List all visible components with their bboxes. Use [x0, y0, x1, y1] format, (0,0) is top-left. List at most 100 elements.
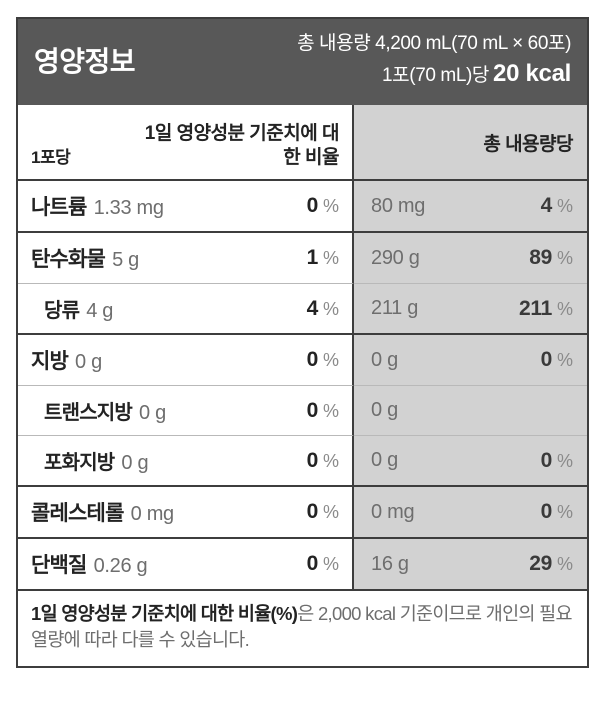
percent-symbol: %: [322, 248, 339, 268]
daily-value-number: 0: [306, 398, 319, 422]
total-content-percent-number: 0: [540, 500, 553, 523]
total-content-percent: 211%: [519, 297, 573, 321]
nutrient-amount: 0 g: [75, 351, 102, 373]
nutrient-name: 지방: [31, 350, 69, 373]
total-content-percent-symbol: %: [556, 298, 573, 319]
daily-value-number: 0: [306, 500, 319, 523]
nutrient-row: 단백질 0.26 g 0% 16 g 29%: [18, 537, 587, 589]
nutrient-cell-total-content: 290 g 89%: [354, 233, 587, 283]
nutrient-cell-total-content: 0 g 0%: [354, 335, 587, 385]
daily-value-number: 0: [306, 194, 319, 217]
daily-value-percent: 0%: [307, 194, 339, 218]
percent-symbol: %: [322, 450, 339, 471]
nutrient-cell-total-content: 0 g: [354, 385, 587, 435]
nutrient-name: 단백질: [31, 554, 87, 577]
daily-value-percent: 0%: [307, 399, 339, 423]
nutrient-row: 트랜스지방 0 g 0% 0 g: [18, 385, 587, 435]
column-header-serving: 1포당: [31, 148, 71, 167]
per-serving-prefix: 1포(70 mL)당: [382, 64, 490, 86]
total-content-amount: 80 mg: [371, 194, 426, 217]
total-content-amount: 290 g: [371, 246, 420, 269]
nutrient-row: 탄수화물 5 g 1% 290 g 89%: [18, 231, 587, 283]
nutrient-name: 나트륨: [31, 196, 87, 219]
nutrient-name-group: 트랜스지방 0 g: [31, 396, 166, 425]
footnote-bold: 1일 영양성분 기준치에 대한 비율(%): [31, 603, 298, 624]
nutrient-name-group: 나트륨 1.33 mg: [31, 191, 164, 221]
nutrient-name: 포화지방: [44, 452, 115, 474]
total-content-percent-number: 29: [529, 552, 552, 575]
nutrient-cell-per-serving: 탄수화물 5 g 1%: [18, 233, 354, 283]
percent-symbol: %: [322, 554, 339, 574]
total-content-percent-number: 89: [529, 246, 552, 269]
nutrient-name: 탄수화물: [31, 248, 106, 271]
nutrient-name: 콜레스테롤: [31, 502, 124, 525]
per-serving-calories-line: 1포(70 mL)당 20 kcal: [297, 59, 571, 90]
nutrition-facts-label: 영양정보 총 내용량 4,200 mL(70 mL × 60포) 1포(70 m…: [16, 17, 589, 668]
total-content-percent-symbol: %: [556, 196, 573, 216]
nutrient-rows: 나트륨 1.33 mg 0% 80 mg 4% 탄수화물 5 g 1% 290 g 89% 당류 4 …: [18, 181, 587, 589]
nutrient-cell-total-content: 80 mg 4%: [354, 181, 587, 231]
daily-value-percent: 0%: [307, 552, 339, 576]
daily-value-number: 4: [306, 296, 319, 320]
calories-value: 20 kcal: [493, 59, 571, 87]
nutrient-row: 당류 4 g 4% 211 g 211%: [18, 283, 587, 333]
nutrient-row: 나트륨 1.33 mg 0% 80 mg 4%: [18, 181, 587, 231]
nutrient-amount: 0.26 g: [93, 555, 148, 577]
total-content-percent-number: 211: [519, 296, 552, 320]
total-content-percent-number: 0: [540, 348, 553, 371]
total-content-text: 총 내용량 4,200 mL(70 mL × 60포): [297, 33, 571, 55]
label-title: 영양정보: [34, 46, 136, 77]
nutrient-name-group: 포화지방 0 g: [31, 446, 148, 475]
percent-symbol: %: [322, 502, 339, 522]
total-content-percent: 4%: [541, 194, 573, 218]
daily-value-percent: 4%: [307, 297, 339, 321]
nutrient-row: 콜레스테롤 0 mg 0% 0 mg 0%: [18, 485, 587, 537]
daily-value-number: 0: [306, 448, 319, 472]
total-content-amount: 0 g: [371, 348, 398, 371]
banner-serving-info: 총 내용량 4,200 mL(70 mL × 60포) 1포(70 mL)당 20…: [287, 32, 571, 89]
percent-symbol: %: [322, 350, 339, 370]
nutrient-name-group: 콜레스테롤 0 mg: [31, 497, 174, 527]
nutrient-cell-per-serving: 트랜스지방 0 g 0%: [18, 385, 354, 435]
total-content-percent-number: 0: [540, 448, 553, 472]
nutrient-amount: 5 g: [112, 249, 139, 271]
nutrient-cell-per-serving: 콜레스테롤 0 mg 0%: [18, 487, 354, 537]
total-content-percent-symbol: %: [556, 502, 573, 522]
total-content-percent: 29%: [529, 552, 573, 576]
nutrient-amount: 0 g: [139, 402, 166, 424]
daily-value-percent: 0%: [307, 348, 339, 372]
nutrient-name: 트랜스지방: [44, 402, 133, 424]
nutrient-amount: 4 g: [86, 300, 114, 322]
total-content-amount: 16 g: [371, 552, 409, 575]
daily-value-percent: 0%: [307, 500, 339, 524]
nutrient-name: 당류: [44, 300, 80, 322]
nutrient-name-group: 당류 4 g: [31, 294, 113, 323]
total-content-percent: 89%: [529, 246, 573, 270]
nutrient-amount: 0 mg: [130, 503, 174, 525]
total-content-amount: 0 g: [371, 399, 398, 421]
nutrient-cell-total-content: 0 g 0%: [354, 435, 587, 485]
percent-symbol: %: [322, 196, 339, 216]
total-content-amount: 0 mg: [371, 500, 415, 523]
total-content-percent: 0%: [541, 500, 573, 524]
percent-symbol: %: [322, 400, 339, 421]
nutrient-name-group: 지방 0 g: [31, 345, 102, 375]
total-content-percent-symbol: %: [556, 450, 573, 471]
nutrient-cell-per-serving: 나트륨 1.33 mg 0%: [18, 181, 354, 231]
nutrient-cell-per-serving: 단백질 0.26 g 0%: [18, 539, 354, 589]
daily-value-number: 0: [306, 552, 319, 575]
label-banner: 영양정보 총 내용량 4,200 mL(70 mL × 60포) 1포(70 m…: [18, 19, 587, 105]
nutrient-cell-total-content: 0 mg 0%: [354, 487, 587, 537]
daily-value-percent: 0%: [307, 449, 339, 473]
column-header-row: 1포당 1일 영양성분 기준치에 대한 비율 총 내용량당: [18, 105, 587, 181]
footnote: 1일 영양성분 기준치에 대한 비율(%)은 2,000 kcal 기준이므로 …: [18, 589, 587, 666]
total-content-percent-symbol: %: [556, 248, 573, 268]
total-content-percent-symbol: %: [556, 350, 573, 370]
nutrient-name-group: 탄수화물 5 g: [31, 243, 139, 273]
nutrient-amount: 0 g: [121, 452, 149, 474]
total-content-percent: 0%: [541, 449, 573, 473]
daily-value-number: 1: [306, 246, 319, 269]
nutrient-cell-per-serving: 당류 4 g 4%: [18, 283, 354, 333]
column-header-total-content: 총 내용량당: [483, 133, 573, 155]
nutrient-row: 지방 0 g 0% 0 g 0%: [18, 333, 587, 385]
